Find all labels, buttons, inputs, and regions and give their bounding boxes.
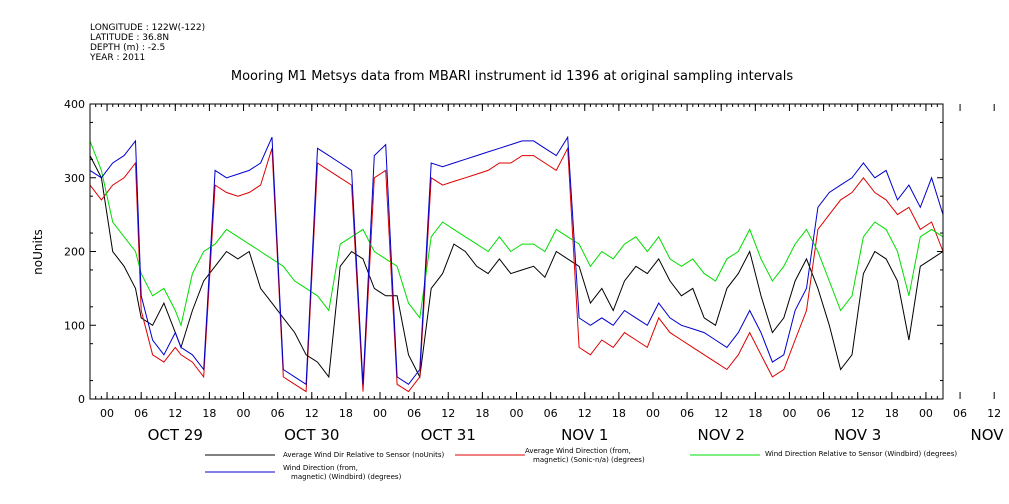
axes: 0 100 200 300 400 00 06 12 18 00 06 12 18 00 06 12 18 00 0… bbox=[64, 98, 1009, 444]
day-label: OCT 29 bbox=[148, 426, 203, 444]
latitude-label: LATITUDE : 36.8N bbox=[90, 33, 169, 43]
x-tick-label: 06 bbox=[953, 407, 967, 420]
day-label: NOV 2 bbox=[698, 426, 745, 444]
day-label: NOV 3 bbox=[834, 426, 881, 444]
x-tick-label: 00 bbox=[100, 407, 114, 420]
y-axis-label: noUnits bbox=[31, 229, 45, 275]
y-tick-label: 100 bbox=[64, 319, 85, 332]
chart-title: Mooring M1 Metsys data from MBARI instru… bbox=[231, 69, 793, 84]
x-tick-label: 12 bbox=[578, 407, 592, 420]
legend-label-2: Average Wind Direction (from, magnetic) (… bbox=[525, 447, 645, 464]
series-line-3 bbox=[89, 140, 944, 328]
x-tick-label: 12 bbox=[168, 407, 182, 420]
x-tick-label: 18 bbox=[202, 407, 216, 420]
x-tick-label: 06 bbox=[271, 407, 285, 420]
series-line-2 bbox=[89, 146, 944, 393]
x-tick-label: 06 bbox=[817, 407, 831, 420]
x-tick-label: 06 bbox=[407, 407, 421, 420]
x-tick-label: 00 bbox=[782, 407, 796, 420]
y-tick-label: 300 bbox=[64, 172, 85, 185]
x-tick-label: 12 bbox=[441, 407, 455, 420]
x-tick-label: 18 bbox=[475, 407, 489, 420]
x-tick-label: 06 bbox=[680, 407, 694, 420]
x-tick-label: 12 bbox=[851, 407, 865, 420]
day-label: OCT 30 bbox=[284, 426, 339, 444]
x-tick-label: 12 bbox=[987, 407, 1001, 420]
x-tick-label: 12 bbox=[714, 407, 728, 420]
legend-label-4: Wind Direction (from, magnetic) (Windbird… bbox=[283, 464, 402, 481]
x-tick-label: 00 bbox=[373, 407, 387, 420]
x-tick-label: 12 bbox=[305, 407, 319, 420]
day-label: OCT 31 bbox=[421, 426, 476, 444]
x-tick-label: 06 bbox=[544, 407, 558, 420]
x-tick-label: 18 bbox=[612, 407, 626, 420]
plot-area bbox=[89, 135, 944, 393]
depth-label: DEPTH (m) : -2.5 bbox=[90, 43, 165, 53]
legend-label-1: Average Wind Dir Relative to Sensor (noU… bbox=[283, 451, 444, 459]
x-tick-label: 06 bbox=[134, 407, 148, 420]
series-line-4 bbox=[89, 135, 944, 386]
x-tick-label: 18 bbox=[339, 407, 353, 420]
x-tick-label: 00 bbox=[919, 407, 933, 420]
x-tick-label: 00 bbox=[237, 407, 251, 420]
y-tick-label: 400 bbox=[64, 98, 85, 111]
longitude-label: LONGITUDE : 122W(-122) bbox=[90, 23, 205, 33]
day-label: NOV 1 bbox=[561, 426, 608, 444]
x-tick-label: 00 bbox=[646, 407, 660, 420]
y-tick-label: 0 bbox=[78, 393, 85, 406]
day-label: NOV 4 bbox=[971, 426, 1009, 444]
y-tick-label: 200 bbox=[64, 246, 85, 259]
x-tick-label: 18 bbox=[885, 407, 899, 420]
year-label: YEAR : 2011 bbox=[89, 53, 145, 63]
series-line-1 bbox=[89, 155, 944, 379]
x-tick-label: 18 bbox=[748, 407, 762, 420]
legend-label-3: Wind Direction Relative to Sensor (Windb… bbox=[765, 450, 957, 458]
legend: Average Wind Dir Relative to Sensor (noU… bbox=[205, 447, 957, 481]
x-tick-label: 00 bbox=[510, 407, 524, 420]
